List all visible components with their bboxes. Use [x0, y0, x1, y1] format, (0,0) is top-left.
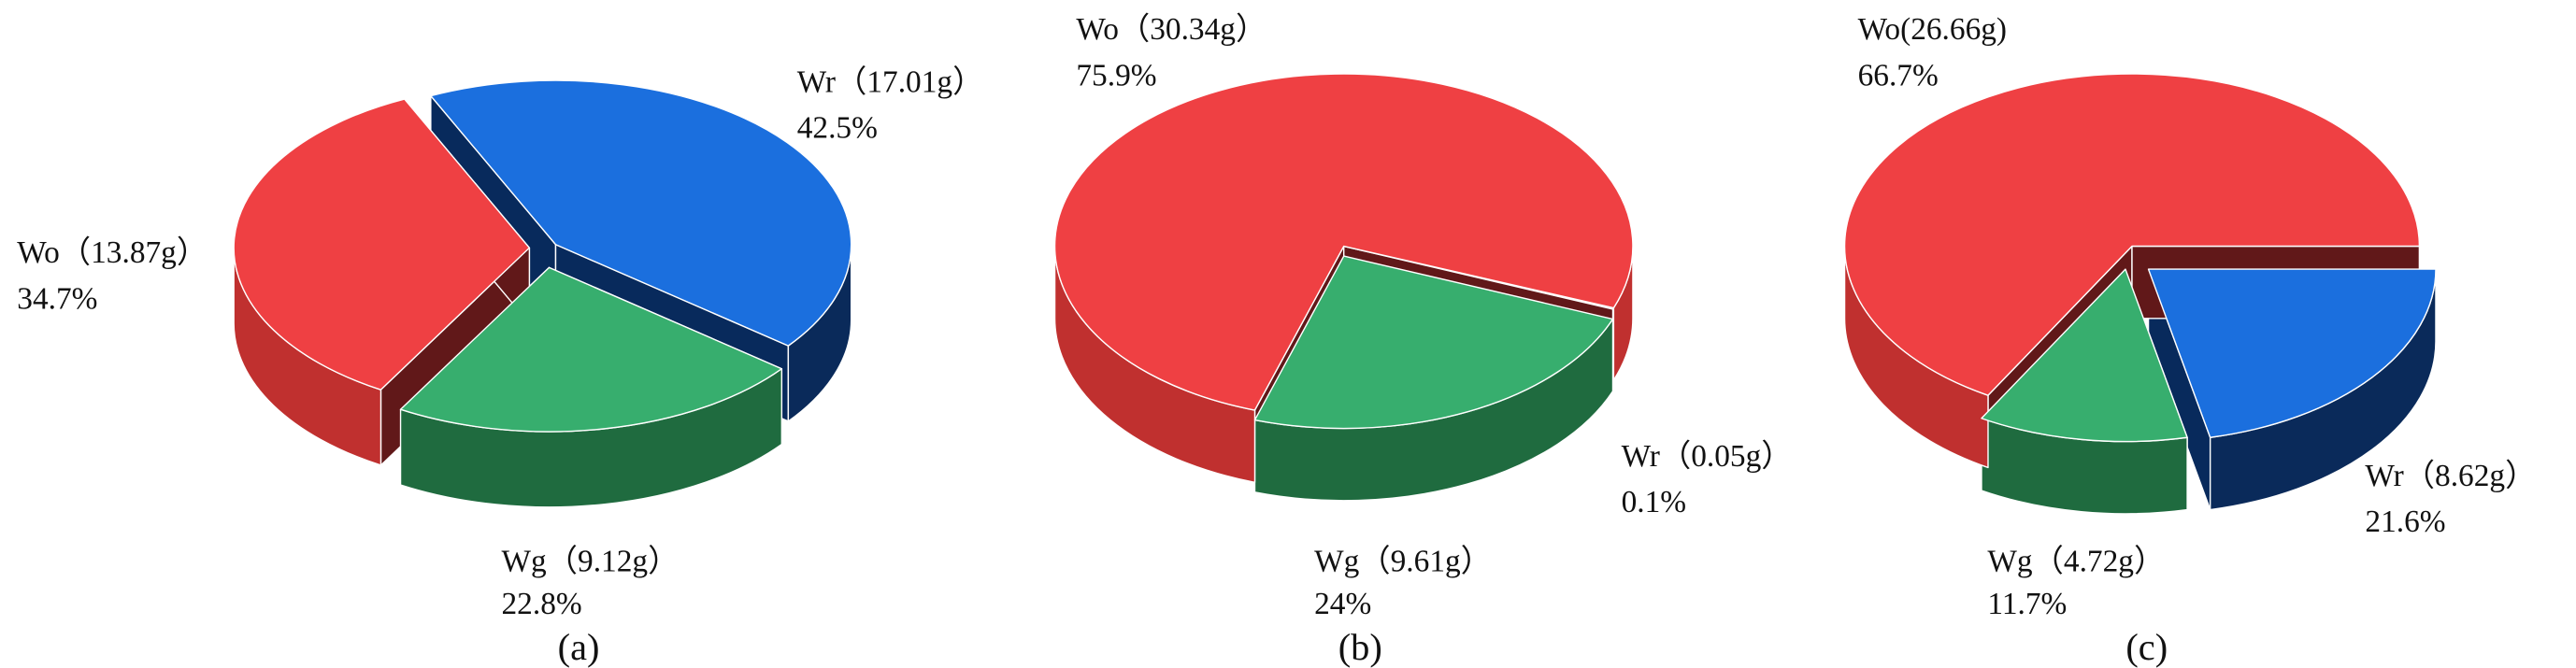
percent-b-wr: 0.1%	[1622, 485, 1687, 519]
pie-chart-b	[1053, 73, 1634, 502]
label-a-wo: Wo（13.87g）	[17, 235, 208, 270]
slice-top-wg	[1253, 255, 1614, 430]
pie-chart-c	[1843, 73, 2437, 515]
slice-top-wo	[233, 98, 531, 391]
percent-a-wo: 34.7%	[17, 281, 97, 316]
slice-top-wo	[1053, 73, 1634, 411]
pie-chart-a	[233, 79, 852, 508]
label-c-wo: Wo(26.66g)	[1858, 12, 2007, 47]
percent-a-wg: 22.8%	[502, 587, 582, 621]
slice-top-wg	[399, 266, 783, 433]
percent-a-wr: 42.5%	[797, 111, 878, 146]
label-a-wg: Wg（9.12g）	[502, 544, 680, 578]
slice-top-wr	[430, 79, 852, 347]
percent-c-wr: 21.6%	[2365, 505, 2445, 539]
percent-b-wg: 24%	[1314, 587, 1371, 621]
label-b-wr: Wr（0.05g）	[1622, 439, 1793, 474]
slice-top-wo	[1843, 73, 2421, 396]
label-c-wg: Wg（4.72g）	[1987, 544, 2165, 578]
label-c-wr: Wr（8.62g）	[2365, 459, 2536, 493]
slice-top-wg	[1981, 268, 2188, 443]
slice-top-wr	[2147, 268, 2437, 438]
percent-b-wo: 75.9%	[1076, 58, 1156, 92]
caption-a: (a)	[558, 626, 600, 668]
percent-c-wg: 11.7%	[1987, 587, 2067, 621]
caption-c: (c)	[2125, 626, 2168, 668]
label-b-wg: Wg（9.61g）	[1314, 544, 1492, 578]
label-a-wr: Wr（17.01g）	[797, 64, 984, 99]
percent-c-wo: 66.7%	[1858, 58, 1939, 92]
label-b-wo: Wo（30.34g）	[1076, 12, 1267, 47]
caption-b: (b)	[1338, 626, 1382, 668]
